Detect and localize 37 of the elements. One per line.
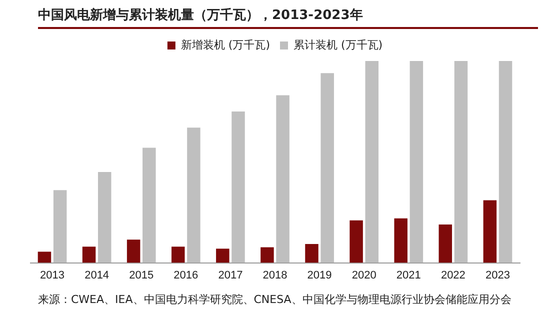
bar <box>260 247 274 263</box>
legend-label: 新增装机 (万千瓦) <box>180 38 270 52</box>
bar <box>171 246 185 263</box>
x-tick-label: 2020 <box>352 269 376 282</box>
x-tick-label: 2015 <box>129 269 154 282</box>
source-note: 来源：CWEA、IEA、中国电力科学研究院、CNESA、中国化学与物理电源行业协会储能应用分会 <box>38 292 512 307</box>
bar <box>350 220 363 263</box>
bar <box>498 61 512 263</box>
bar <box>394 218 408 263</box>
bar <box>142 148 156 263</box>
x-tick-label: 2018 <box>262 269 288 282</box>
chart-title: 中国风电新增与累计装机量（万千瓦），2013-2023年 <box>38 6 538 29</box>
bar <box>483 200 497 263</box>
x-tick-label: 2016 <box>174 269 198 282</box>
bar <box>410 61 424 263</box>
bar <box>53 190 67 263</box>
x-tick-label: 2019 <box>307 269 332 282</box>
bar <box>276 95 290 263</box>
bar <box>38 252 52 263</box>
bar <box>187 128 200 263</box>
x-tick-label: 2023 <box>485 269 510 282</box>
x-tick-label: 2013 <box>40 269 65 282</box>
bar <box>216 248 230 263</box>
bar <box>232 111 245 263</box>
bar <box>320 73 334 263</box>
bar <box>454 61 468 263</box>
x-tick-label: 2014 <box>84 269 110 282</box>
bar <box>98 172 112 263</box>
x-tick-label: 2021 <box>396 269 421 282</box>
bar <box>126 240 140 263</box>
bar <box>82 246 96 263</box>
bar <box>305 244 318 263</box>
bar <box>438 224 452 263</box>
legend-label: 累计装机 (万千瓦) <box>294 38 383 52</box>
x-tick-label: 2017 <box>218 269 243 282</box>
x-tick-label: 2022 <box>440 269 466 282</box>
bar <box>365 61 379 263</box>
